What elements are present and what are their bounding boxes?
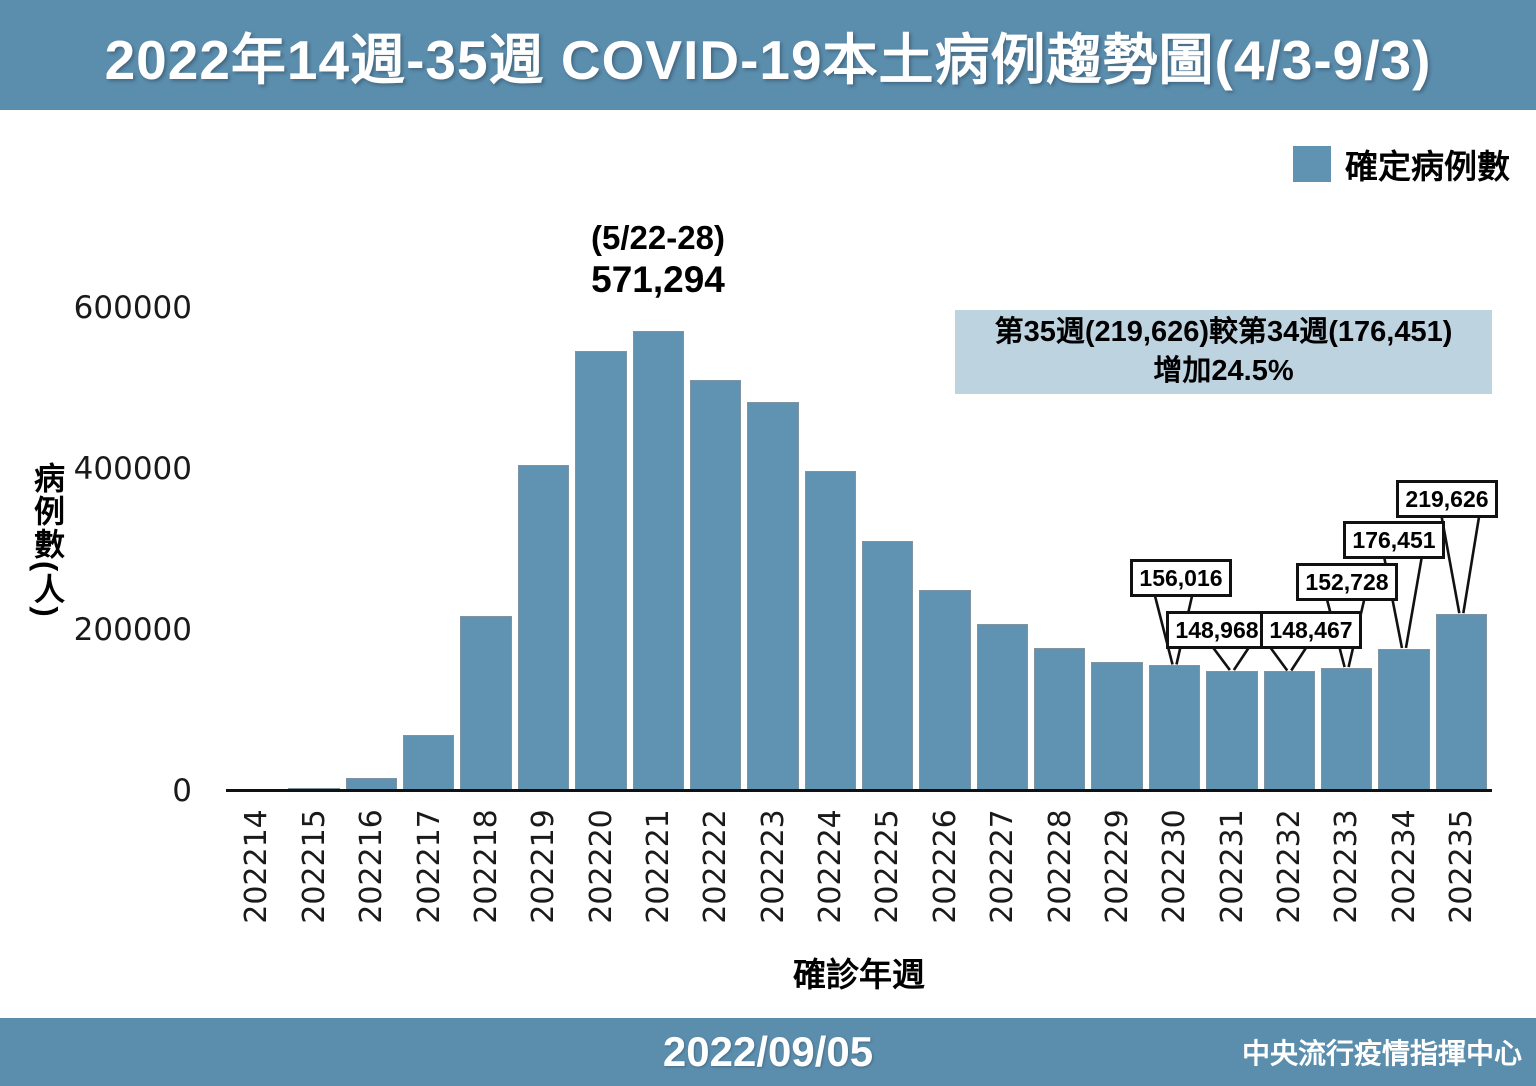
bar-202226 [919,589,971,791]
x-tick-label-202215: 202215 [296,808,332,924]
x-tick-label-202225: 202225 [870,808,906,924]
y-axis-title: 病例數(人) [29,462,64,619]
bar-202231 [1206,671,1258,791]
bar-202223 [747,402,799,791]
x-tick-label-202228: 202228 [1042,808,1078,924]
x-tick-label-202216: 202216 [353,808,389,924]
x-tick-label-202232: 202232 [1271,808,1307,924]
bar-202235 [1435,614,1487,791]
bar-202228 [1034,647,1086,791]
bar-202234 [1378,648,1430,791]
x-axis-title: 確診年週 [793,956,925,993]
legend: 確定病例數 [1293,140,1510,188]
bar-202221 [632,331,684,791]
bar-202232 [1263,671,1315,791]
bar-202225 [862,540,914,791]
callout-202235: 219,626 [1396,480,1498,518]
x-tick-label-202220: 202220 [583,808,619,924]
bar-202222 [689,380,742,791]
x-axis-line [226,789,1492,792]
bar-202220 [575,351,627,791]
x-tick-label-202217: 202217 [411,808,447,924]
bar-202230 [1148,665,1201,791]
peak-annotation: (5/22-28) 571,294 [488,218,828,302]
y-tick-label: 400000 [73,451,192,487]
x-tick-label-202218: 202218 [468,808,504,924]
comparison-note: 第35週(219,626)較第34週(176,451) 增加24.5% [955,310,1492,394]
bar-202217 [403,734,455,791]
x-tick-label-202221: 202221 [640,808,676,924]
x-tick-label-202229: 202229 [1099,808,1135,924]
x-tick-label-202234: 202234 [1386,808,1422,924]
callout-202231: 148,968 [1166,611,1268,649]
x-tick-label-202227: 202227 [984,808,1020,924]
legend-swatch [1293,146,1331,182]
x-tick-label-202226: 202226 [927,808,963,924]
page-title: 2022年14週-35週 COVID-19本土病例趨勢圖(4/3-9/3) [104,29,1432,91]
bar-202227 [976,624,1029,791]
callout-202230: 156,016 [1130,559,1232,597]
x-tick-label-202222: 202222 [698,808,734,924]
bar-202218 [460,615,512,791]
y-tick-label: 600000 [73,290,192,326]
footer-date: 2022/09/05 [662,1028,874,1075]
comparison-note-line1: 第35週(219,626)較第34週(176,451) [994,315,1453,348]
callout-202232: 148,467 [1260,611,1362,649]
x-tick-label-202235: 202235 [1443,808,1479,924]
callout-202234: 176,451 [1343,521,1445,559]
x-tick-label-202219: 202219 [526,808,561,924]
footer-bar: 2022/09/05 中央流行疫情指揮中心 [0,1018,1536,1086]
peak-annotation-value: 571,294 [591,258,725,300]
x-tick-label-202224: 202224 [812,808,848,924]
callout-202233: 152,728 [1296,563,1398,601]
x-tick-label-202223: 202223 [755,808,791,924]
bar-202233 [1320,668,1373,791]
bar-202219 [517,464,570,791]
bar-202216 [345,778,398,791]
x-tick-label-202231: 202231 [1214,808,1250,924]
comparison-note-line2: 增加24.5% [1153,355,1294,387]
bar-202229 [1091,662,1143,791]
x-tick-label-202230: 202230 [1157,808,1192,924]
bar-202224 [804,471,856,791]
x-tick-label-202233: 202233 [1329,808,1365,924]
peak-annotation-range: (5/22-28) [591,219,725,256]
footer-org: 中央流行疫情指揮中心 [1241,1038,1522,1069]
x-tick-label-202214: 202214 [239,808,275,924]
legend-label: 確定病例數 [1345,148,1510,185]
plot-area [228,240,1490,791]
x-axis-tick-labels: 202214 202215 202216 202217 202218 202219 2022… [228,802,1490,930]
title-bar: 2022年14週-35週 COVID-19本土病例趨勢圖(4/3-9/3) [0,0,1536,110]
y-tick-label: 0 [172,773,192,809]
y-tick-label: 200000 [73,612,192,648]
